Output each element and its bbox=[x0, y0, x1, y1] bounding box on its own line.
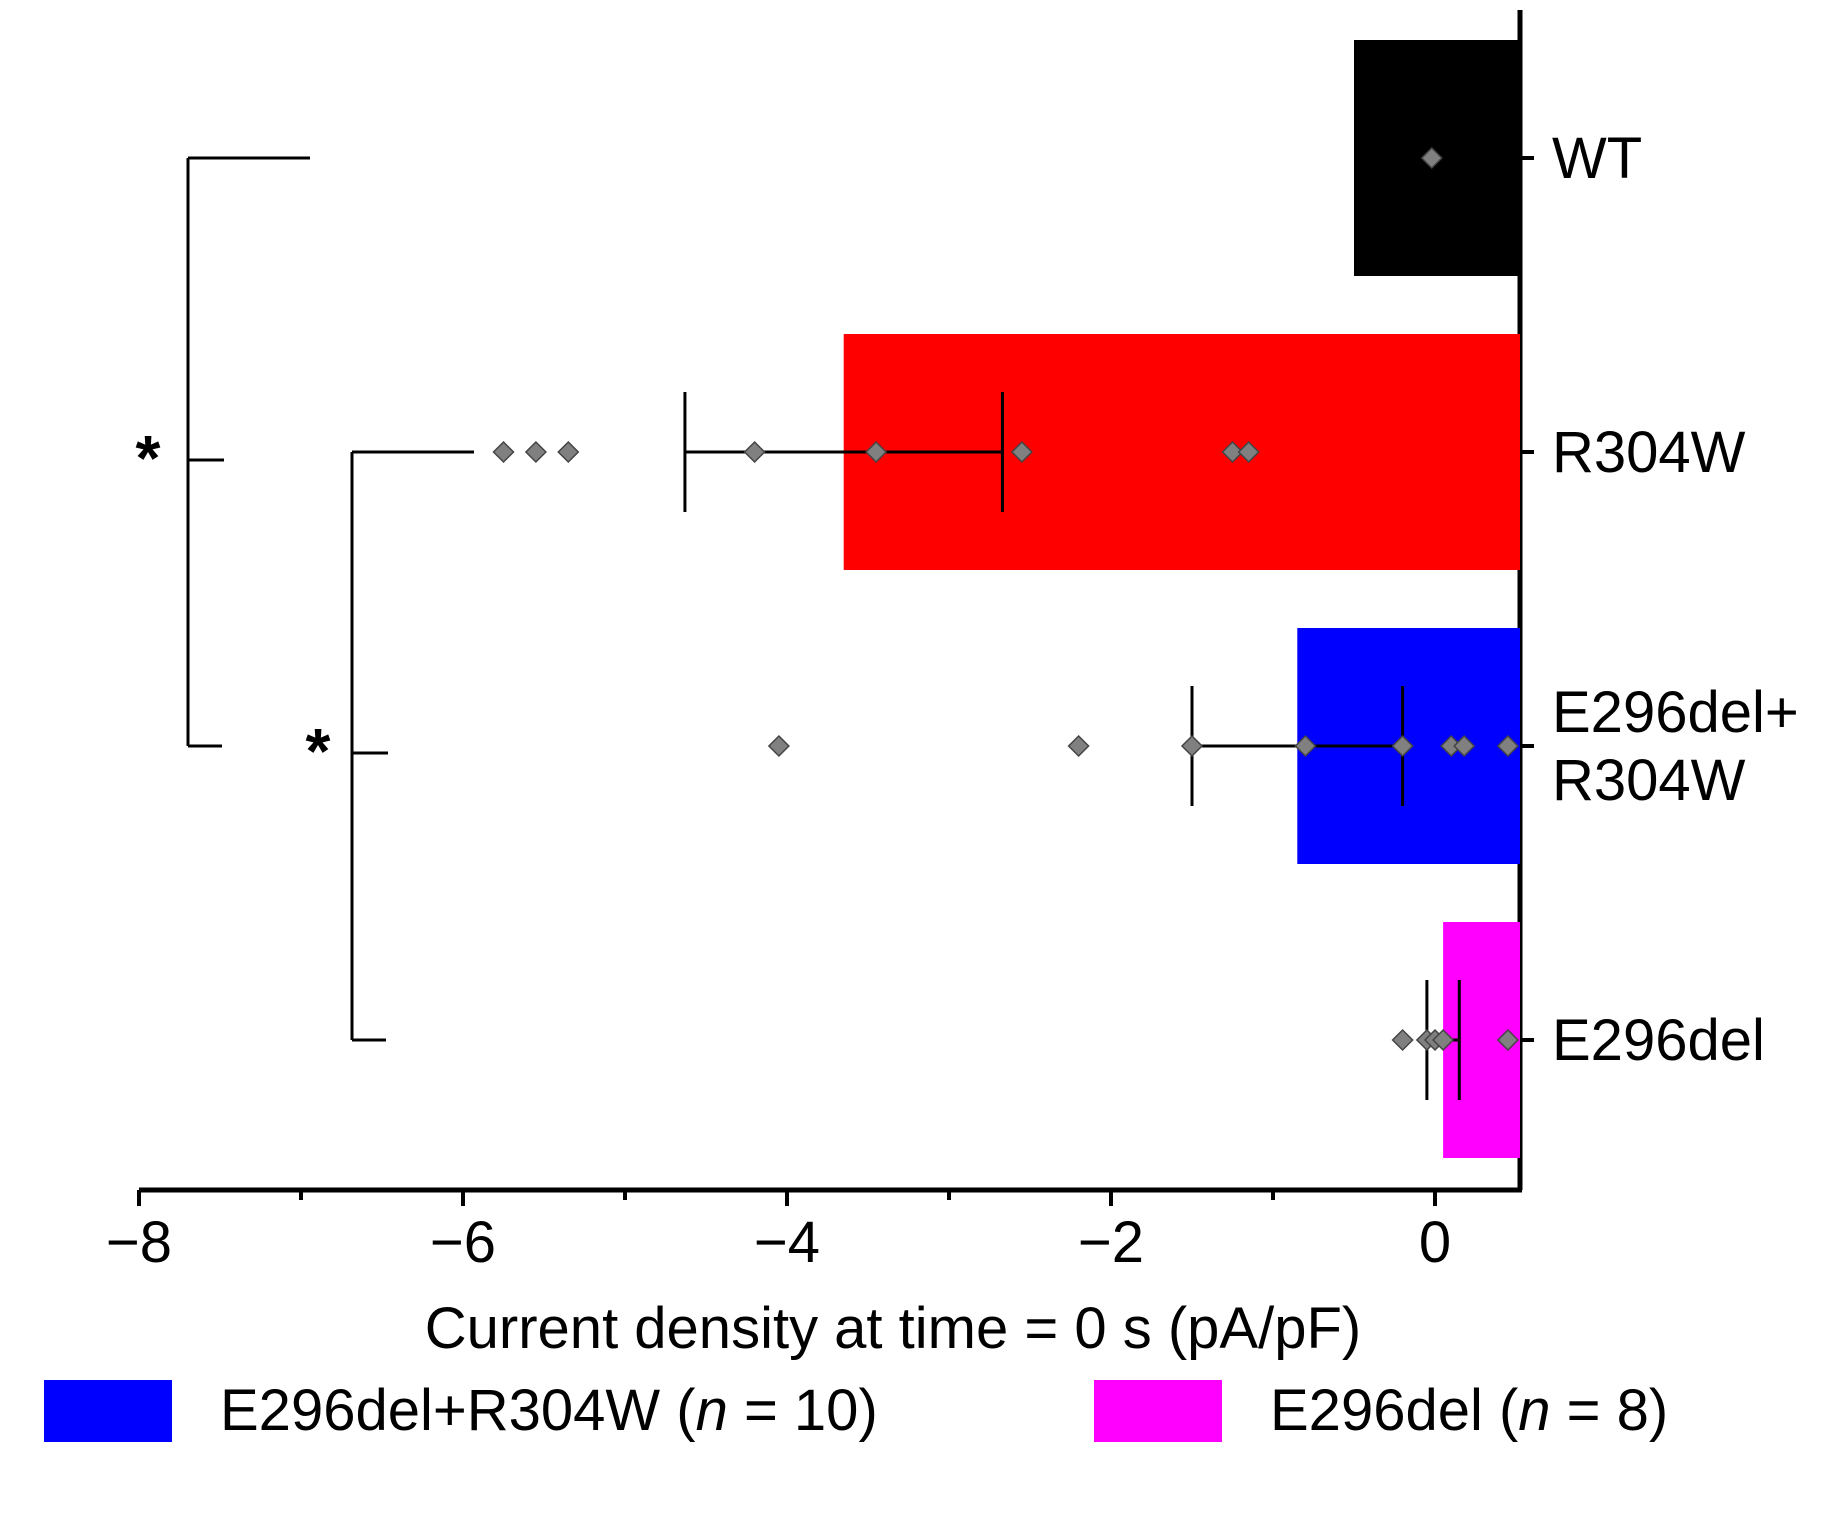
x-tick-label: −6 bbox=[430, 1210, 496, 1275]
legend-label-text-0: E296del+R304W ( bbox=[220, 1378, 696, 1443]
significance-star-0: * bbox=[136, 422, 161, 494]
category-label-3: E296del bbox=[1552, 1008, 1765, 1073]
legend-label-0: E296del+R304W (n = 10) bbox=[220, 1378, 878, 1443]
data-points bbox=[492, 146, 1519, 1052]
category-label-1: R304W bbox=[1552, 420, 1746, 485]
bars bbox=[843, 40, 1520, 1158]
data-point-1-6 bbox=[1221, 440, 1244, 464]
x-ticks: −8 −6 −4 −2 0 bbox=[106, 1190, 1451, 1275]
category-label-2: E296del+ R304W bbox=[1552, 680, 1799, 813]
legend-swatch-0 bbox=[44, 1380, 172, 1442]
data-point-2-7 bbox=[1496, 734, 1519, 758]
x-tick-label: −8 bbox=[106, 1210, 172, 1275]
data-point-1-2 bbox=[557, 440, 580, 464]
axes bbox=[139, 10, 1534, 1193]
data-point-2-2 bbox=[1180, 734, 1204, 758]
data-point-3-4 bbox=[1496, 1028, 1519, 1052]
data-point-1-1 bbox=[524, 440, 547, 464]
legend-label-1: E296del (n = 8) bbox=[1270, 1378, 1668, 1443]
data-point-3-3 bbox=[1432, 1028, 1455, 1052]
x-axis-title: Current density at time = 0 s (pA/pF) bbox=[425, 1296, 1361, 1361]
data-point-3-0 bbox=[1391, 1028, 1414, 1052]
data-point-2-6 bbox=[1453, 734, 1476, 758]
significance-brackets: ** bbox=[136, 156, 474, 1042]
category-label-0: WT bbox=[1552, 126, 1642, 191]
data-point-1-5 bbox=[1010, 440, 1033, 464]
x-tick-label: 0 bbox=[1419, 1210, 1451, 1275]
legend-label-text-1: E296del ( bbox=[1270, 1378, 1518, 1443]
data-point-2-4 bbox=[1391, 734, 1414, 758]
x-tick-label: −4 bbox=[754, 1210, 820, 1275]
data-point-1-3 bbox=[743, 440, 766, 464]
legend: E296del+R304W (n = 10) E296del (n = 8) bbox=[44, 1378, 1668, 1443]
legend-n-text-1: = 8) bbox=[1551, 1378, 1669, 1443]
data-point-1-0 bbox=[492, 440, 515, 464]
x-tick-label: −2 bbox=[1078, 1210, 1144, 1275]
legend-n-symbol-1: n bbox=[1518, 1378, 1550, 1443]
legend-swatch-1 bbox=[1094, 1380, 1222, 1442]
data-point-2-1 bbox=[1067, 734, 1090, 758]
significance-star-1: * bbox=[306, 715, 331, 787]
category-labels: WT R304W E296del+ R304W E296del bbox=[1552, 126, 1799, 1073]
data-point-2-3 bbox=[1294, 734, 1317, 758]
data-point-0-0 bbox=[1420, 146, 1443, 170]
legend-n-text-0: = 10) bbox=[728, 1378, 878, 1443]
data-point-1-4 bbox=[865, 440, 888, 464]
data-point-1-7 bbox=[1237, 440, 1260, 464]
data-point-2-0 bbox=[767, 734, 790, 758]
legend-n-symbol-0: n bbox=[696, 1378, 728, 1443]
